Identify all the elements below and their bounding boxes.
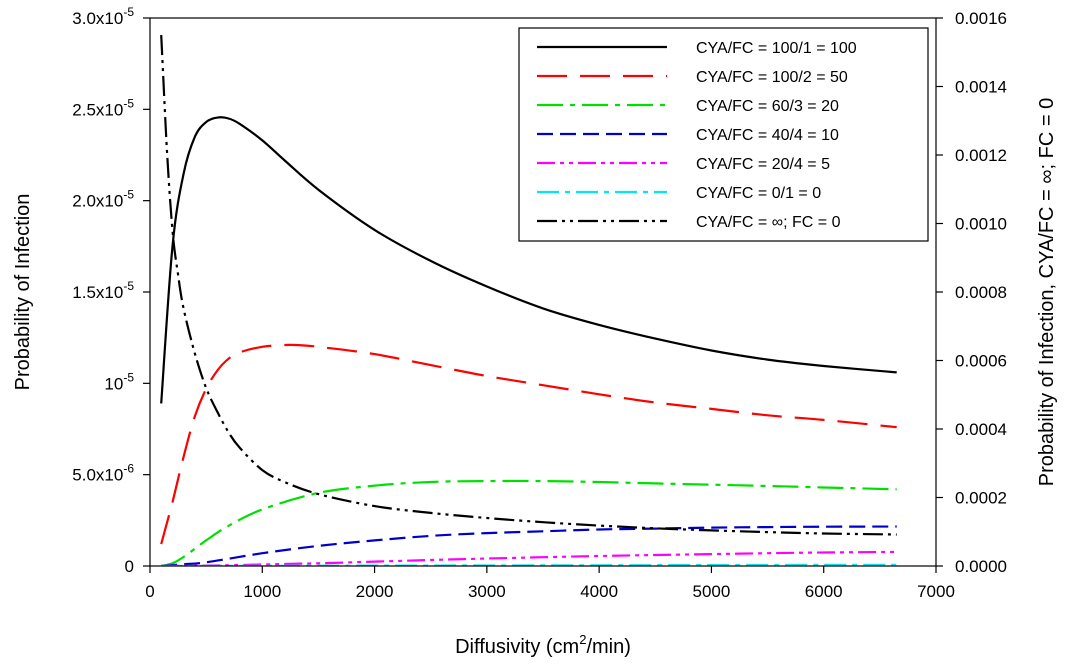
y-tick-label: 3.0x10-5 [72, 5, 134, 28]
series-line-2 [160, 343, 897, 545]
series-line-5 [161, 550, 897, 566]
series-line-7 [160, 35, 897, 536]
series-line-1 [160, 116, 897, 404]
y2-tick-label: 0.0008 [955, 283, 1007, 302]
y-tick-label: 10-5 [104, 370, 134, 393]
y-tick-label: 2.5x10-5 [72, 96, 134, 119]
y-tick-label: 1.5x10-5 [72, 279, 134, 302]
legend-label-3: CYA/FC = 60/3 = 20 [696, 98, 839, 115]
x-axis-title: Diffusivity (cm2/min) [455, 632, 631, 658]
x-tick-label: 7000 [917, 582, 955, 601]
legend-label-4: CYA/FC = 40/4 = 10 [696, 127, 839, 144]
legend-label-5: CYA/FC = 20/4 = 5 [696, 156, 830, 173]
x-tick-label: 4000 [580, 582, 618, 601]
legend-label-2: CYA/FC = 100/2 = 50 [696, 69, 848, 86]
y2-tick-label: 0.0004 [955, 420, 1007, 439]
x-axis: 0 1000 2000 3000 4000 5000 6000 7000 [145, 566, 955, 601]
legend-label-6: CYA/FC = 0/1 = 0 [696, 185, 821, 202]
y-tick-label: 0 [125, 557, 134, 576]
series-layer [160, 35, 897, 566]
y2-tick-label: 0.0010 [955, 215, 1007, 234]
y-tick-label: 5.0x10-6 [72, 462, 134, 485]
x-tick-label: 5000 [693, 582, 731, 601]
y-axis-title: Probability of Infection [12, 194, 34, 391]
legend: CYA/FC = 100/1 = 100 CYA/FC = 100/2 = 50 C… [518, 27, 929, 242]
y-tick-label: 2.0x10-5 [72, 188, 134, 211]
y-axis-left: 0 5.0x10-6 10-5 1.5x10-5 2.0x10-5 2.5x10-5 3.0… [72, 5, 150, 576]
x-tick-label: 1000 [243, 582, 281, 601]
series-line-3 [160, 479, 897, 566]
y2-tick-label: 0.0002 [955, 489, 1007, 508]
legend-label-1: CYA/FC = 100/1 = 100 [696, 40, 857, 57]
x-tick-label: 3000 [468, 582, 506, 601]
y2-tick-label: 0.0012 [955, 146, 1007, 165]
y2-tick-label: 0.0000 [955, 557, 1007, 576]
y2-tick-label: 0.0006 [955, 352, 1007, 371]
y2-axis-title: Probability of Infection, CYA/FC = ∞; FC… [1036, 98, 1058, 487]
x-tick-label: 0 [145, 582, 154, 601]
y2-tick-label: 0.0016 [955, 9, 1007, 28]
series-line-4 [161, 525, 897, 566]
x-tick-label: 6000 [805, 582, 843, 601]
legend-label-7: CYA/FC = ∞; FC = 0 [696, 214, 841, 231]
y2-tick-label: 0.0014 [955, 78, 1007, 97]
y-axis-right: 0.0000 0.0002 0.0004 0.0006 0.0008 0.0010 0.00… [936, 9, 1007, 576]
x-tick-label: 2000 [356, 582, 394, 601]
